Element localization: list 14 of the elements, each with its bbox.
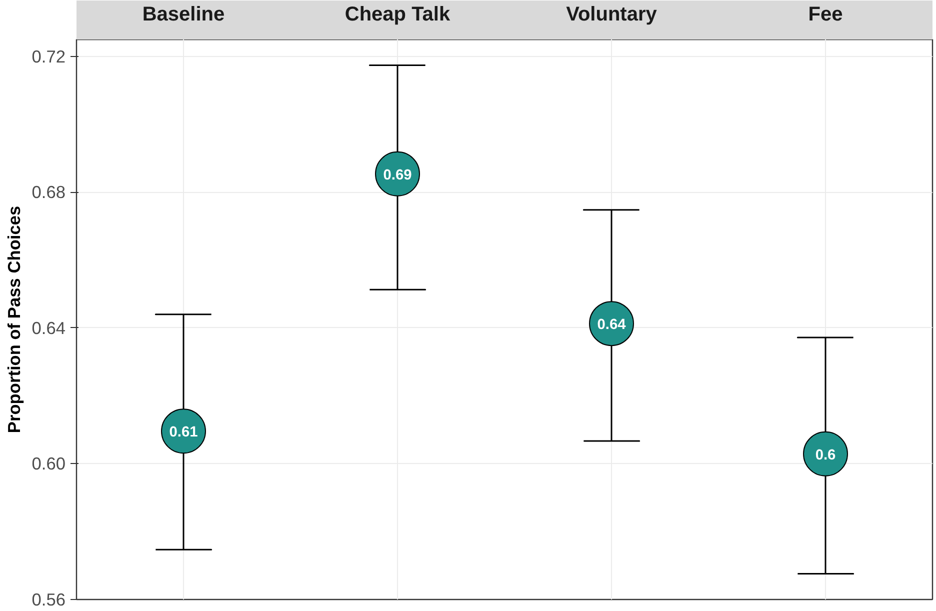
y-tick-label: 0.72 — [32, 46, 66, 66]
x-tick-label: Baseline — [142, 4, 225, 26]
data-label: 0.64 — [597, 317, 627, 334]
data-label: 0.6 — [815, 447, 836, 464]
x-tick-label: Fee — [808, 4, 843, 26]
y-tick-label: 0.60 — [32, 454, 66, 474]
y-tick-label: 0.64 — [32, 318, 66, 338]
y-axis-title: Proportion of Pass Choices — [4, 206, 24, 434]
y-tick-label: 0.68 — [32, 182, 66, 202]
x-tick-label: Voluntary — [566, 4, 658, 26]
x-tick-label: Cheap Talk — [344, 4, 451, 26]
data-label: 0.69 — [383, 167, 412, 184]
y-tick-label: 0.56 — [32, 590, 66, 610]
data-label: 0.61 — [169, 424, 198, 441]
